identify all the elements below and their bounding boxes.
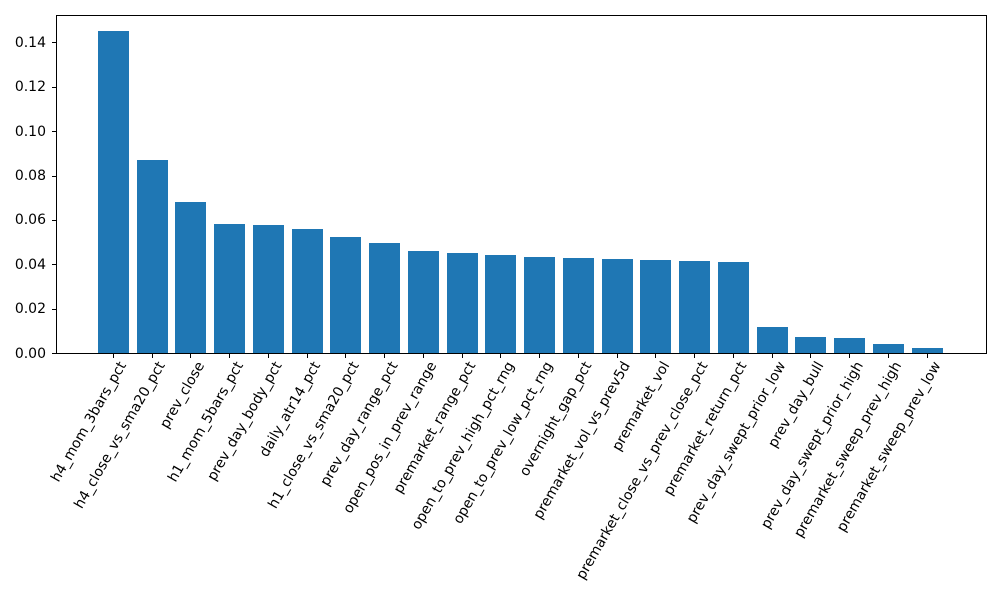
x-axis-tick [229, 353, 231, 358]
x-axis-tick [190, 353, 192, 358]
x-axis-tick [694, 353, 696, 358]
bar-open_to_prev_low_pct_rng [524, 256, 556, 354]
x-axis-tick [422, 353, 424, 358]
x-axis-tick [384, 353, 386, 358]
bar-overnight_gap_pct [562, 258, 594, 354]
x-axis-tick [771, 353, 773, 358]
bar-premarket_return_pct [717, 261, 749, 354]
x-axis-tick [887, 353, 889, 358]
bar-premarket_close_vs_prev_close_pct [679, 260, 711, 354]
y-axis-tick [51, 308, 56, 310]
bar-prev_day_swept_prior_high [834, 337, 866, 354]
bar-h1_mom_5bars_pct [214, 223, 246, 354]
y-axis-tick [51, 219, 56, 221]
y-tick-label: 0.10 [14, 123, 46, 140]
x-axis-tick [267, 353, 269, 358]
x-axis-tick [926, 353, 928, 358]
x-axis-tick [151, 353, 153, 358]
x-axis-tick [616, 353, 618, 358]
bar-daily_atr14_pct [291, 229, 323, 354]
bar-premarket_vol_vs_prev5d [601, 259, 633, 354]
bar-h1_close_vs_sma20_pct [330, 236, 362, 354]
bar-open_pos_in_prev_range [407, 251, 439, 354]
y-tick-label: 0.00 [14, 345, 46, 362]
y-axis-tick [51, 353, 56, 354]
y-tick-label: 0.08 [14, 168, 46, 184]
bar-premarket_range_pct [446, 252, 478, 354]
bar-h4_close_vs_sma20_pct [136, 159, 168, 354]
y-tick-label: 0.12 [14, 79, 46, 96]
x-axis-tick [306, 353, 308, 358]
x-axis-tick [461, 353, 463, 358]
x-axis-tick [539, 353, 541, 358]
x-axis-tick [345, 353, 347, 358]
y-tick-label: 0.04 [14, 256, 46, 273]
y-axis-tick [51, 175, 56, 177]
bar-premarket_vol [640, 259, 672, 354]
y-axis-tick [51, 131, 56, 133]
bar-prev_day_range_pct [369, 243, 401, 354]
plot-area [55, 14, 987, 354]
y-tick-label: 0.14 [14, 34, 46, 51]
x-axis-tick [849, 353, 851, 358]
y-axis-tick [51, 86, 56, 88]
bar-prev_close [175, 201, 207, 354]
bar-prev_day_swept_prior_low [756, 327, 788, 354]
x-axis-tick [732, 353, 734, 358]
x-axis-tick [655, 353, 657, 358]
bar-h4_mom_3bars_pct [98, 30, 129, 354]
bar-premarket_sweep_prev_high [872, 344, 904, 354]
bar-prev_day_bull [795, 337, 827, 354]
y-axis-tick [51, 42, 56, 44]
bar-open_to_prev_high_pct_rng [485, 255, 517, 354]
x-axis-tick [500, 353, 502, 358]
x-axis-tick [810, 353, 812, 358]
x-axis-tick [577, 353, 579, 358]
bar-prev_day_body_pct [252, 225, 284, 354]
y-tick-label: 0.06 [14, 212, 46, 229]
x-axis-tick [113, 353, 114, 358]
bar-premarket_sweep_prev_low [911, 347, 943, 354]
y-axis-tick [51, 264, 56, 266]
y-tick-label: 0.02 [14, 301, 46, 318]
